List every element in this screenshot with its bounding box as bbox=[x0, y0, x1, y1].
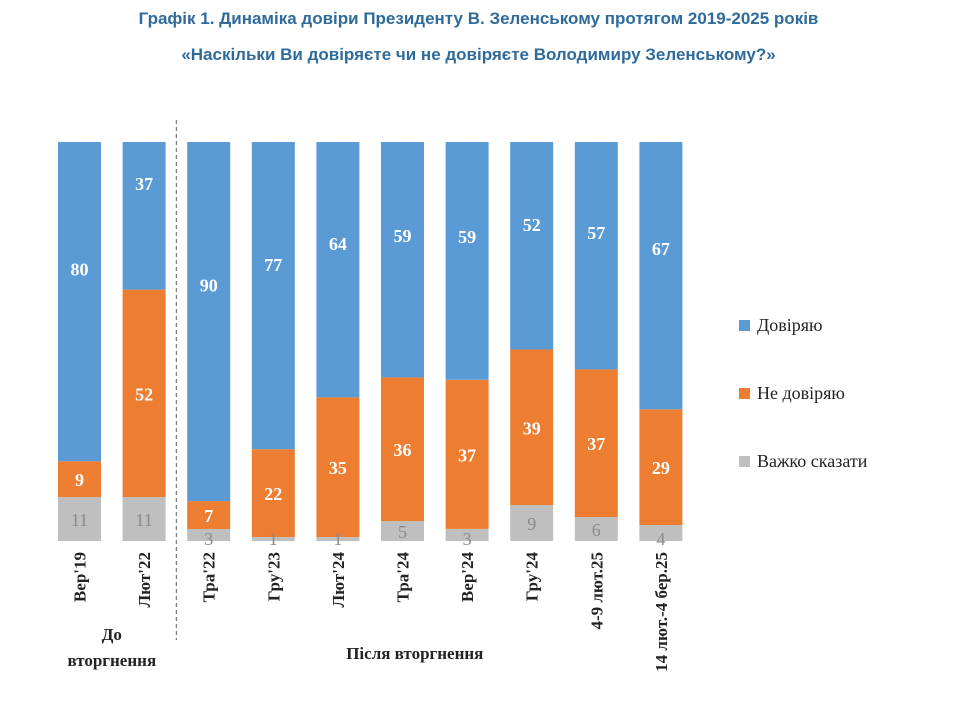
value-label-distrust: 52 bbox=[135, 384, 153, 404]
bar-unsure bbox=[316, 537, 360, 541]
bar-distrust bbox=[445, 379, 489, 529]
value-label-unsure: 6 bbox=[592, 520, 601, 540]
bar-distrust bbox=[316, 397, 360, 538]
legend-label: Важко сказати bbox=[757, 451, 868, 471]
bar-trust bbox=[187, 142, 231, 502]
bar-trust bbox=[639, 142, 683, 410]
legend-swatch bbox=[739, 456, 750, 467]
bar-distrust bbox=[639, 409, 683, 526]
value-label-unsure: 3 bbox=[204, 529, 213, 549]
bar-unsure bbox=[639, 525, 683, 541]
x-tick-label: Тра'22 bbox=[200, 552, 219, 602]
value-label-unsure: 5 bbox=[398, 522, 407, 542]
legend-label: Не довіряю bbox=[757, 383, 845, 403]
bar-unsure bbox=[122, 497, 166, 541]
bar-trust bbox=[445, 142, 489, 380]
bar-trust bbox=[510, 142, 554, 350]
x-tick-label: Лют'24 bbox=[329, 552, 348, 608]
group-label-line2: вторгнення bbox=[67, 651, 156, 670]
legend-label: Довіряю bbox=[757, 315, 823, 335]
bar-distrust bbox=[381, 377, 424, 522]
value-label-distrust: 35 bbox=[329, 458, 347, 478]
value-label-unsure: 4 bbox=[656, 529, 665, 549]
bar-distrust bbox=[251, 449, 295, 538]
value-label-distrust: 22 bbox=[264, 484, 282, 504]
chart-title: Графік 1. Динаміка довіри Президенту В. … bbox=[138, 9, 819, 28]
x-tick-label: Гру'24 bbox=[523, 552, 542, 602]
bar-distrust bbox=[574, 369, 618, 518]
value-label-trust: 59 bbox=[394, 226, 412, 246]
value-label-distrust: 37 bbox=[458, 445, 476, 465]
value-label-trust: 67 bbox=[652, 239, 670, 259]
bar-unsure bbox=[510, 505, 554, 541]
value-label-distrust: 29 bbox=[652, 458, 670, 478]
bar-unsure bbox=[187, 529, 231, 541]
bar-distrust bbox=[122, 289, 166, 498]
x-tick-label: Вер'19 bbox=[71, 552, 90, 602]
value-label-trust: 52 bbox=[523, 215, 541, 235]
x-tick-label: 4-9 лют.25 bbox=[587, 552, 606, 630]
value-label-trust: 37 bbox=[135, 174, 153, 194]
value-label-unsure: 9 bbox=[527, 514, 536, 534]
bar-unsure bbox=[381, 521, 424, 541]
x-tick-label: Тра'24 bbox=[394, 552, 413, 603]
chart-subtitle: «Наскільки Ви довіряєте чи не довіряєте … bbox=[181, 45, 776, 64]
value-label-trust: 77 bbox=[264, 255, 282, 275]
bar-unsure bbox=[574, 517, 618, 541]
bar-trust bbox=[251, 142, 295, 450]
x-tick-label: 14 лют.-4 бер.25 bbox=[652, 552, 671, 672]
bar-trust bbox=[381, 142, 424, 378]
value-label-unsure: 1 bbox=[269, 529, 278, 549]
bar-unsure bbox=[251, 537, 295, 541]
x-tick-label: Лют'22 bbox=[135, 552, 154, 608]
value-label-trust: 90 bbox=[200, 276, 218, 296]
value-label-unsure: 1 bbox=[333, 529, 342, 549]
value-label-unsure: 3 bbox=[463, 529, 472, 549]
x-tick-label: Гру'23 bbox=[264, 552, 283, 601]
bar-trust bbox=[58, 142, 101, 462]
value-label-distrust: 37 bbox=[587, 434, 605, 454]
bars-layer bbox=[58, 142, 683, 541]
bar-trust bbox=[122, 142, 166, 290]
bar-unsure bbox=[445, 528, 489, 541]
x-axis-tick-labels: Вер'19 Лют'22 Тра'22 Гру'23 Лют'24 Тра'24 Вер'… bbox=[71, 552, 671, 672]
value-label-unsure: 11 bbox=[135, 510, 152, 530]
x-tick-label: Вер'24 bbox=[458, 552, 477, 603]
value-label-trust: 57 bbox=[587, 223, 605, 243]
bar-distrust bbox=[510, 349, 554, 506]
bar-trust bbox=[316, 142, 360, 398]
value-labels-layer: 1198011523737901227713564536593375993952… bbox=[71, 174, 670, 549]
value-label-trust: 64 bbox=[329, 234, 347, 254]
bar-unsure bbox=[58, 497, 101, 541]
value-label-trust: 59 bbox=[458, 227, 476, 247]
value-label-distrust: 9 bbox=[75, 470, 84, 490]
legend: Довіряю Не довіряю Важко сказати bbox=[739, 315, 868, 471]
bar-distrust bbox=[187, 501, 231, 530]
legend-swatch bbox=[739, 388, 750, 399]
group-labels: До вторгнення Після вторгнення bbox=[67, 625, 483, 670]
value-label-trust: 80 bbox=[71, 260, 89, 280]
bar-trust bbox=[574, 142, 618, 370]
group-label-line1: До bbox=[102, 625, 122, 644]
value-label-distrust: 7 bbox=[204, 506, 213, 526]
legend-swatch bbox=[739, 320, 750, 331]
group-label: Після вторгнення bbox=[346, 644, 483, 663]
value-label-unsure: 11 bbox=[71, 510, 88, 530]
value-label-distrust: 36 bbox=[394, 440, 412, 460]
bar-distrust bbox=[58, 461, 101, 498]
value-label-distrust: 39 bbox=[523, 418, 541, 438]
